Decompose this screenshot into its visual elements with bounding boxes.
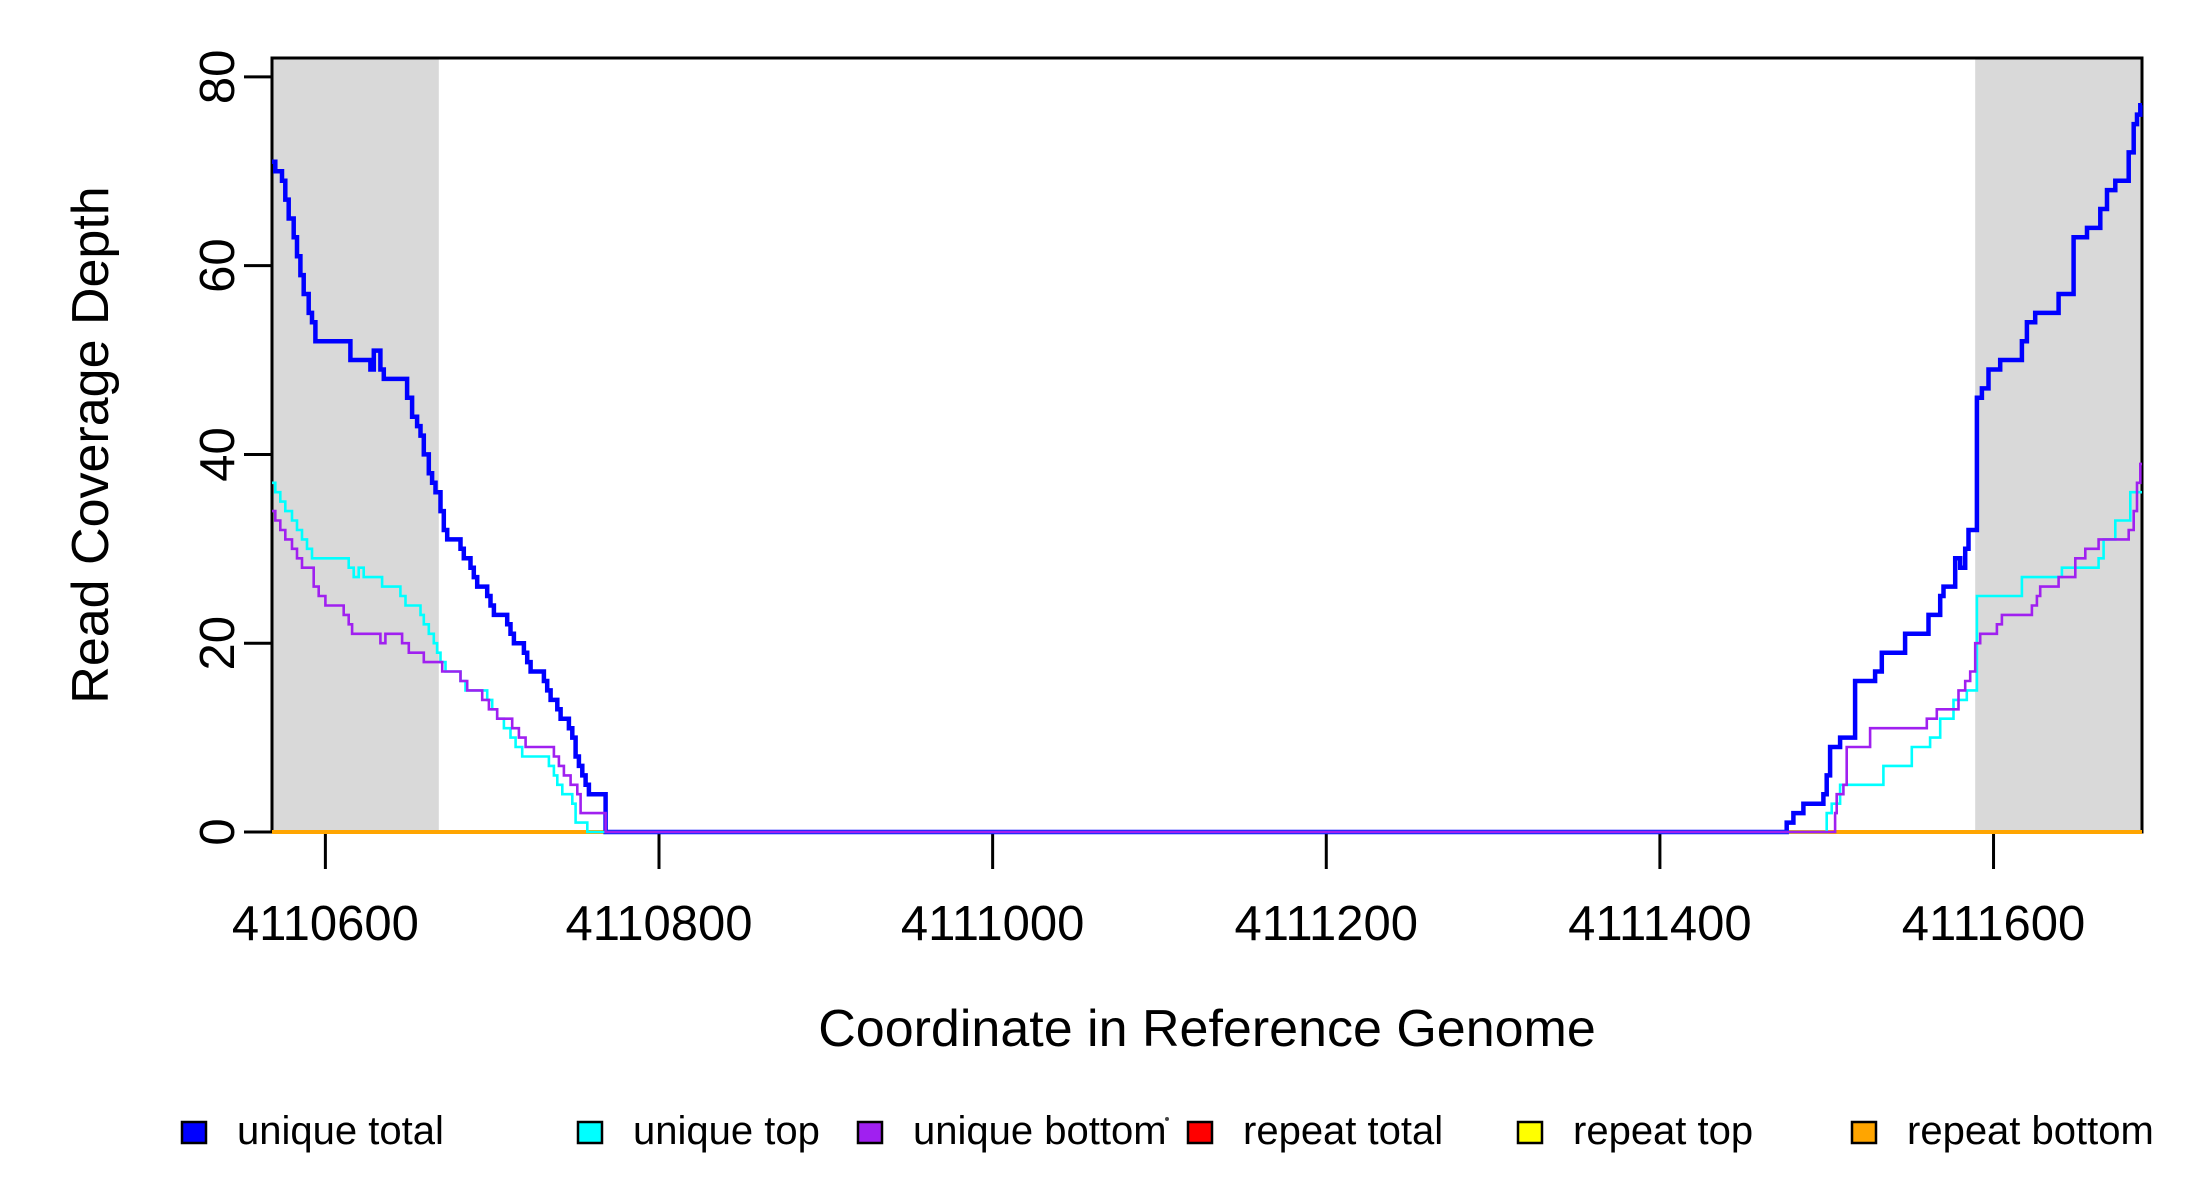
legend-swatch-icon [576,1120,604,1145]
x-axis-tick-label: 4111600 [1902,897,2086,951]
x-axis-tick-label: 4111000 [901,897,1085,951]
legend-label: repeat bottom [1907,1109,2154,1153]
series-line-unique-top [272,481,2142,834]
y-axis-tick-label: 0 [191,818,245,845]
x-axis-tick-label: 4111400 [1568,897,1752,951]
legend-swatch-icon [1850,1120,1878,1145]
legend-label: unique top [633,1109,820,1153]
series-line-unique-bottom [272,462,2142,834]
legend-swatch-icon [1186,1120,1214,1145]
y-axis-tick-label: 80 [191,50,245,105]
legend-item-unique-bottom: unique bottom [856,1109,1167,1153]
legend: unique total unique top unique bottom repea… [180,1109,2154,1153]
legend-label: repeat top [1573,1109,1753,1153]
plot-border [270,56,2144,834]
legend-item-repeat-bottom: repeat bottom [1850,1109,2154,1153]
y-axis-title: Read Coverage Depth [62,186,120,703]
legend-item-unique-total: unique total [180,1109,444,1153]
x-axis-tick-label: 4110600 [232,897,419,951]
shaded-region-right [1975,58,2142,832]
legend-label: unique total [237,1109,444,1153]
legend-item-repeat-total: repeat total [1186,1109,1443,1153]
series-line-unique-total [272,102,2143,835]
legend-label: unique bottom [913,1109,1167,1153]
x-axis-tick-label: 4110800 [565,897,752,951]
shaded-region-left [272,58,439,832]
y-axis-tick-label: 40 [191,427,245,482]
legend-swatch-icon [856,1120,884,1145]
legend-label: repeat total [1243,1109,1443,1153]
legend-swatch-icon [1516,1120,1544,1145]
x-axis-tick-label: 4111200 [1235,897,1419,951]
series-group [272,102,2143,835]
y-axis-tick-label: 20 [191,616,245,671]
x-axis-title: Coordinate in Reference Genome [818,1000,1596,1058]
legend-item-repeat-top: repeat top [1516,1109,1753,1153]
legend-swatch-icon [180,1120,208,1145]
legend-item-unique-top: unique top [576,1109,820,1153]
y-axis-tick-label: 60 [191,238,245,293]
stray-dot [1165,1117,1169,1121]
